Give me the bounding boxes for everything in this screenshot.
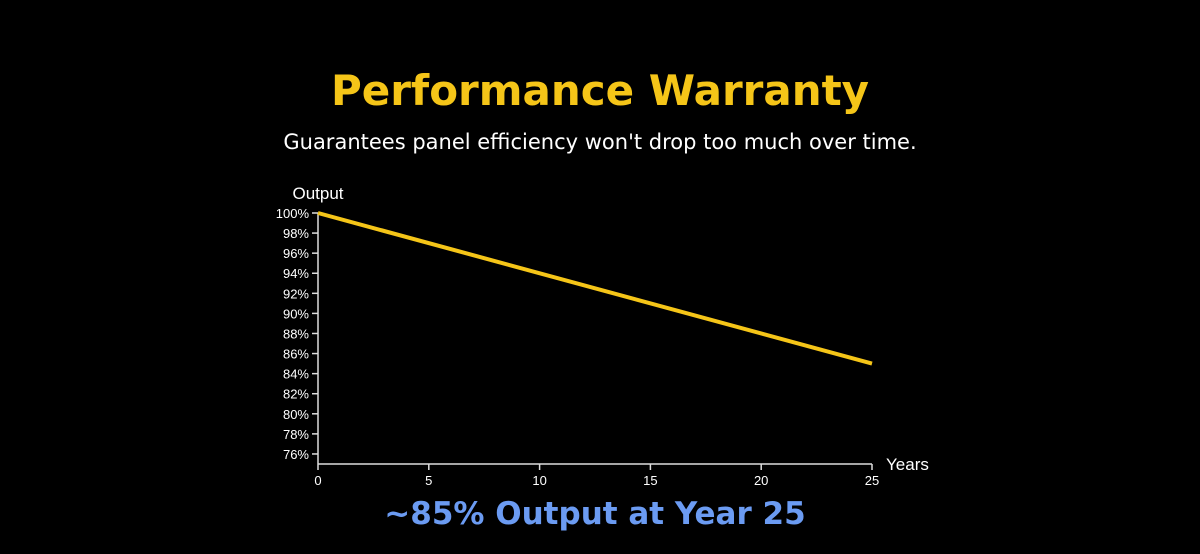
series-line-output: [317, 211, 873, 366]
x-tick-label: 15: [643, 473, 657, 488]
x-tick-label: 5: [425, 473, 432, 488]
y-tick-label: 76%: [283, 447, 309, 462]
y-tick-label: 96%: [283, 246, 309, 261]
x-tick-label: 0: [314, 473, 321, 488]
y-tick-label: 82%: [283, 387, 309, 402]
y-tick-label: 90%: [283, 306, 309, 321]
y-tick-label: 92%: [283, 286, 309, 301]
y-tick-label: 84%: [283, 367, 309, 382]
annotation-label: ~85% Output at Year 25: [384, 496, 805, 532]
x-tick-label: 25: [865, 473, 879, 488]
y-tick-label: 100%: [276, 206, 310, 221]
x-tick-label: 20: [754, 473, 768, 488]
y-tick-label: 80%: [283, 407, 309, 422]
chart-title: Performance Warranty: [330, 66, 870, 115]
y-tick-label: 86%: [283, 347, 309, 362]
y-tick-label: 88%: [283, 326, 309, 341]
y-axis-label: Output: [292, 184, 343, 203]
x-tick-label: 10: [532, 473, 546, 488]
chart-subtitle: Guarantees panel efficiency won't drop t…: [283, 130, 917, 154]
y-tick-label: 78%: [283, 427, 309, 442]
x-axis-label: Years: [886, 455, 929, 474]
y-tick-label: 98%: [283, 226, 309, 241]
y-tick-label: 94%: [283, 266, 309, 281]
